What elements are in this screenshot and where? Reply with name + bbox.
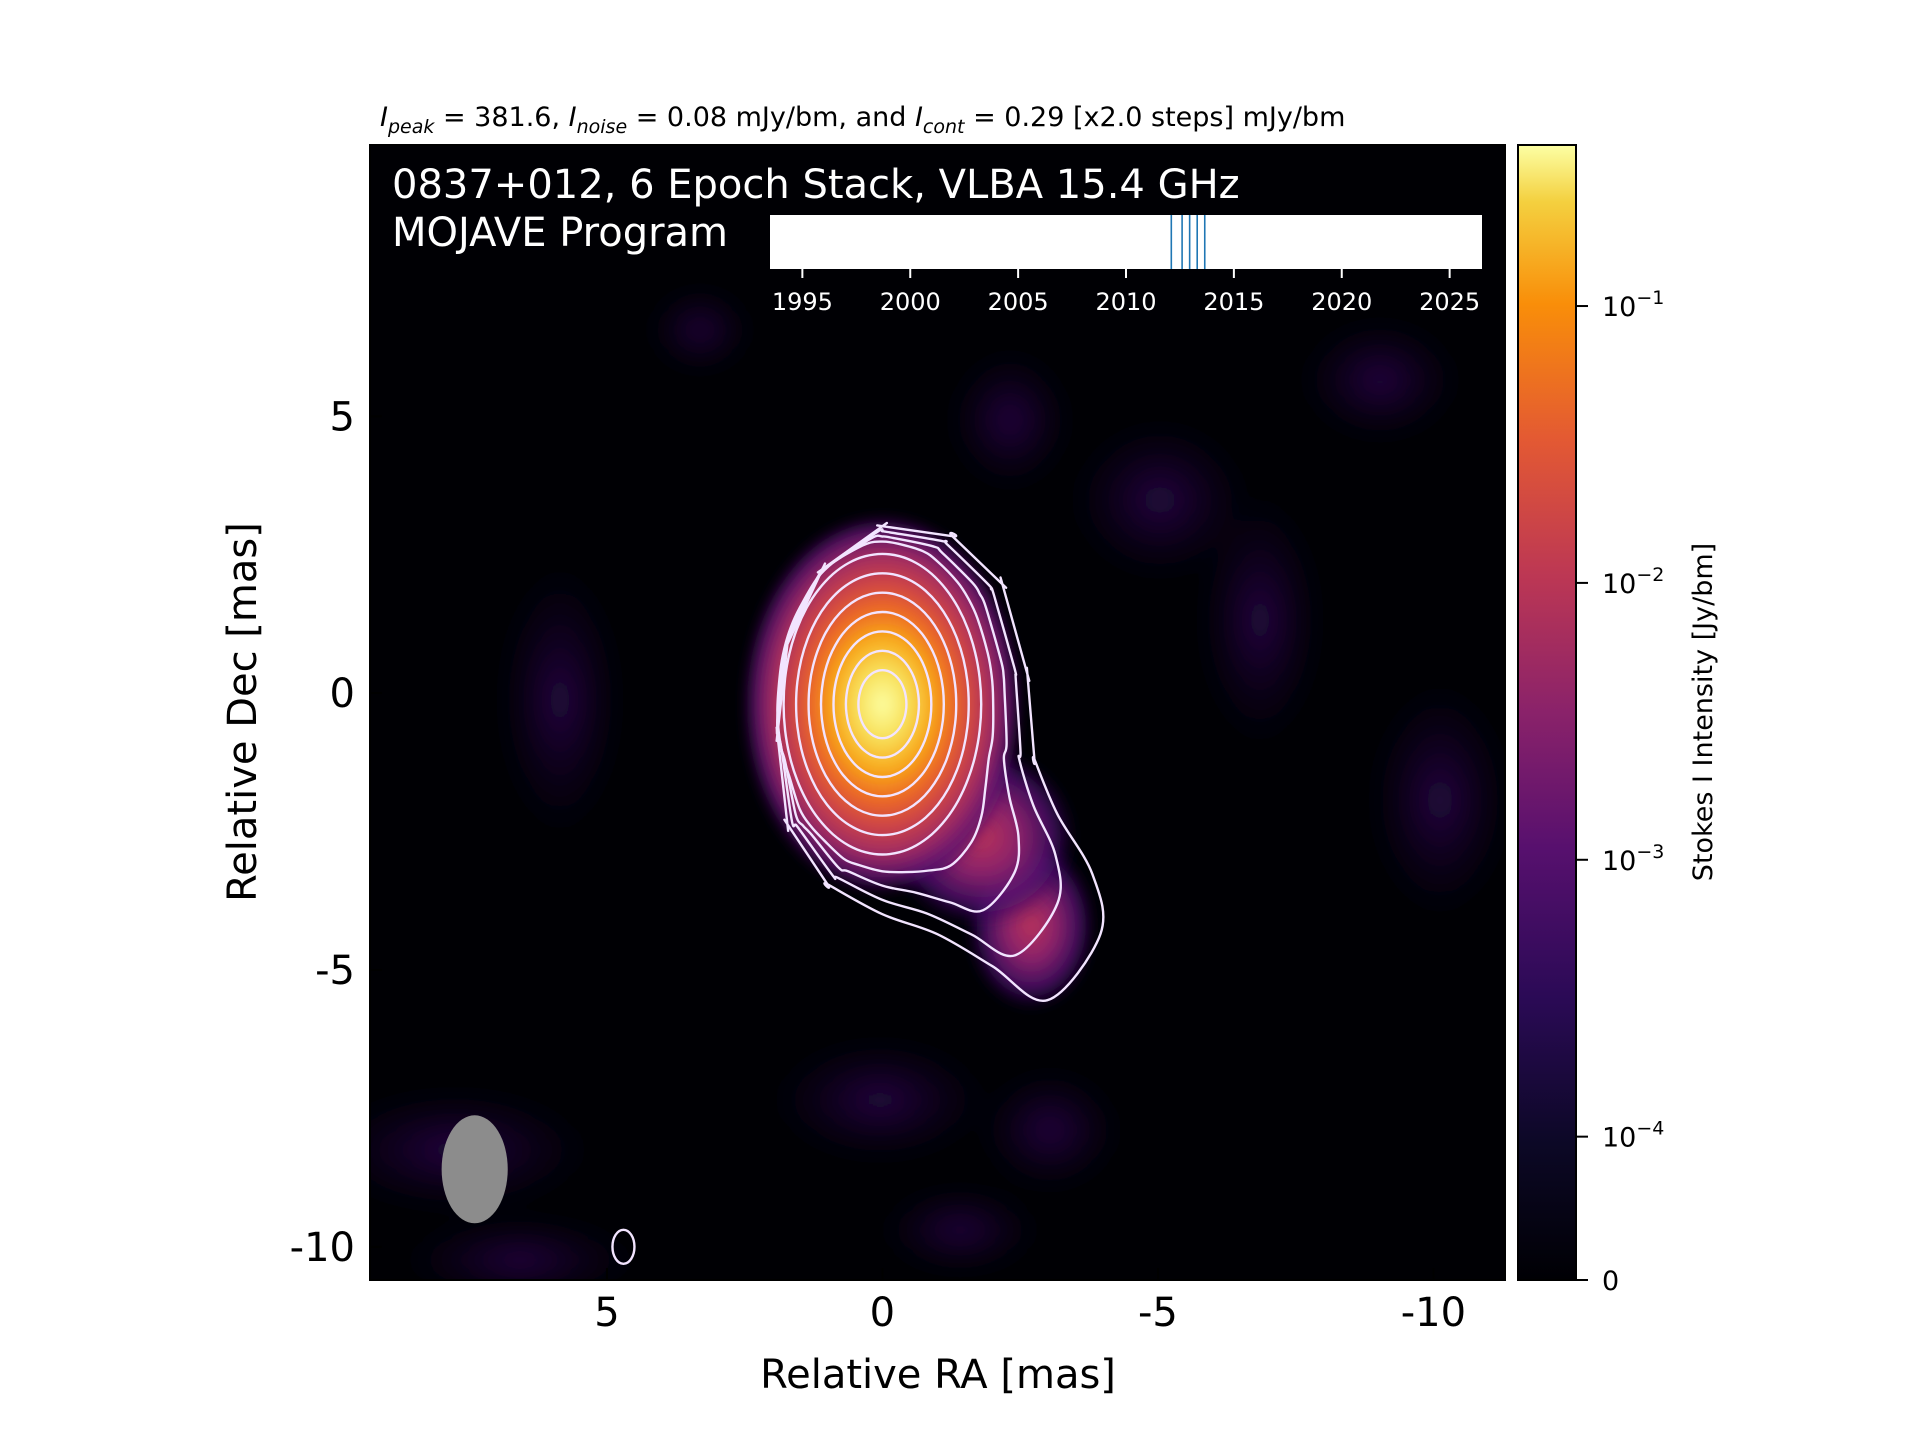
timeline-tick-label: 2015 [1203,288,1264,316]
y-tick-label: 5 [330,394,355,440]
figure-subtitle: Ipeak = 381.6, Inoise = 0.08 mJy/bm, and… [380,102,1345,138]
epoch-timeline: 1995 2000 2005 2010 2015 2020 2025 [770,215,1482,316]
colorbar-tick-label: 10−3 [1602,841,1664,877]
colorbar-fill [1517,144,1577,1281]
colorbar-tick-label: 0 [1602,1266,1619,1297]
noise-haze [370,290,1505,1280]
y-tick-label: -10 [290,1225,355,1271]
colorbar-tick-label: 10−1 [1602,287,1664,323]
x-axis: 5 0 -5 -10 [594,1268,1466,1336]
colorbar-tick-label: 10−4 [1602,1118,1664,1154]
colorbar-label: Stokes I Intensity [Jy/bm] [1688,543,1719,881]
timeline-tick-label: 2010 [1095,288,1156,316]
noise-blob [1370,680,1505,920]
timeline-ticks: 1995 2000 2005 2010 2015 2020 2025 [772,269,1480,316]
noise-blob [880,1190,1040,1270]
y-tick-label: 0 [330,671,355,717]
contour-level-11 [857,668,908,740]
timeline-tick-label: 2005 [988,288,1049,316]
colorbar: 0 10−4 10−3 10−2 10−1 [1517,144,1664,1297]
noise-blob [770,1040,990,1160]
x-axis-label: Relative RA [mas] [760,1352,1116,1398]
core-emission [742,514,1023,895]
noise-blob [980,1070,1120,1190]
timeline-tick-label: 2020 [1311,288,1372,316]
noise-blob [1200,490,1320,750]
contour-level-7 [807,591,958,817]
contour-isolated [611,1228,636,1265]
x-tick-label: -5 [1138,1290,1178,1336]
intensity-map [370,145,1505,1280]
x-tick-label: -10 [1401,1290,1466,1336]
timeline-box [770,215,1482,269]
noise-blob [500,560,620,840]
x-tick-label: 5 [594,1290,619,1336]
y-axis: 5 0 -5 -10 [290,394,382,1271]
epoch-markers [1170,215,1206,269]
program-name: MOJAVE Program [392,210,728,256]
y-axis-label: Relative Dec [mas] [220,522,266,902]
noise-blob [400,1220,640,1280]
noise-blob [1070,420,1250,580]
contour-set [611,521,1105,1265]
y-tick-label: -5 [315,948,355,994]
source-emission [742,514,1097,1011]
contour-level-5 [782,552,983,856]
contour-level-10 [844,649,921,759]
x-tick-label: 0 [870,1290,895,1336]
source-title: 0837+012, 6 Epoch Stack, VLBA 15.4 GHz [392,162,1240,208]
timeline-tick-label: 2025 [1419,288,1480,316]
contour-level-8 [819,610,946,798]
colorbar-ticks: 0 10−4 10−3 10−2 10−1 [1576,287,1664,1297]
map-frame [369,144,1506,1281]
noise-blob [950,350,1070,490]
contour-level-6 [794,572,970,837]
contour-level-4 [776,540,995,874]
noise-blob [1300,320,1460,440]
timeline-tick-label: 1995 [772,288,833,316]
colorbar-tick-label: 10−2 [1602,564,1664,600]
beam-ellipse [441,1115,508,1224]
timeline-tick-label: 2000 [880,288,941,316]
noise-blob [650,290,750,370]
contour-level-9 [832,630,933,779]
